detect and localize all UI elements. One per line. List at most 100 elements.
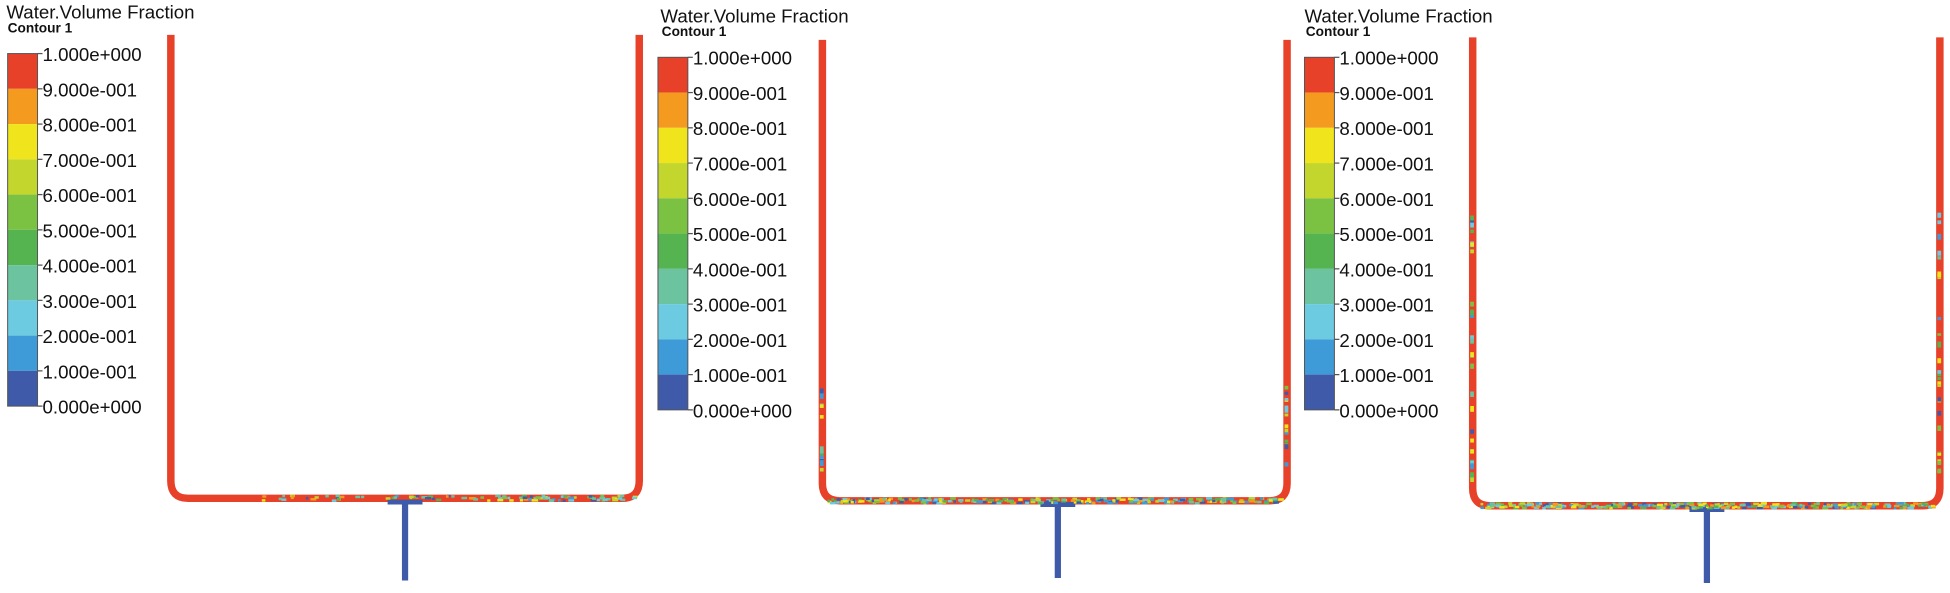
legend-label: 5.000e-001 [43,220,137,241]
mixing-speckle [507,496,511,500]
mixing-speckle [602,498,608,502]
mixing-speckle [1490,502,1495,505]
mixing-speckle [1470,242,1474,247]
mixing-speckle [509,499,514,502]
mixing-speckle [1593,504,1599,508]
mixing-speckle [1095,497,1100,500]
mixing-speckle [1676,503,1681,506]
mixing-speckle [819,404,824,408]
legend-subtitle: Contour 1 [8,20,73,35]
mixing-speckle [408,495,414,499]
mixing-speckle [523,498,529,501]
mixing-speckle [1903,502,1906,505]
mixing-speckle [997,499,1004,503]
legend-band [1304,304,1335,340]
mixing-speckle [1546,505,1552,508]
mixing-speckle [1545,503,1551,506]
mixing-speckle [829,501,836,505]
mixing-speckle [1685,506,1690,510]
mixing-speckle [1841,503,1848,507]
mixing-speckle [1164,497,1170,501]
legend-band [657,198,688,234]
legend-label: 4.000e-001 [1339,259,1433,280]
mixing-speckle [1871,505,1876,509]
mixing-speckle [1602,505,1606,509]
mixing-speckle [1198,499,1202,502]
mixing-speckle [819,449,824,454]
mixing-speckle [1605,504,1611,508]
mixing-speckle [1470,309,1474,316]
mixing-speckle [1189,501,1195,504]
legend-band [7,300,38,336]
mixing-speckle [1284,391,1289,395]
mixing-speckle [1609,506,1613,510]
mixing-speckle [1133,498,1140,502]
mixing-speckle [1747,505,1753,508]
mixing-speckle [1778,505,1784,508]
mixing-speckle [338,495,345,499]
mixing-speckle [921,499,928,502]
mixing-speckle [1793,505,1798,509]
mixing-speckle [1578,505,1584,508]
mixing-speckle [1030,498,1034,501]
mixing-speckle [909,498,912,501]
mixing-speckle [911,499,915,503]
mixing-speckle [445,495,449,498]
mixing-speckle [1643,504,1647,507]
mixing-speckle [1937,461,1942,465]
legend-subtitle: Contour 1 [1306,24,1371,39]
mixing-speckle [1238,500,1245,503]
mixing-speckle [950,497,956,500]
mixing-speckle [1671,505,1676,509]
mixing-speckle [1053,501,1058,505]
mixing-speckle [1557,502,1561,505]
mixing-speckle [1834,506,1840,509]
mixing-speckle [987,500,993,504]
legend-subtitle: Contour 1 [662,24,727,39]
mixing-speckle [424,497,432,500]
mixing-speckle [1918,504,1922,507]
mixing-speckle [1731,506,1736,509]
mixing-speckle [1729,502,1736,506]
mixing-speckle [1753,502,1760,506]
mixing-speckle [1582,505,1588,508]
mixing-speckle [1930,504,1936,508]
mixing-speckle [1194,501,1200,505]
mixing-speckle [939,500,942,503]
mixing-speckle [1937,250,1942,256]
legend-label: 1.000e-001 [43,361,137,382]
legend-title: Water.Volume Fraction [6,2,194,23]
mixing-speckle [1937,397,1942,402]
mixing-speckle [1232,501,1237,505]
mixing-speckle [1723,506,1730,510]
mixing-speckle [1166,500,1171,504]
mixing-speckle [1849,505,1856,509]
mixing-speckle [1209,500,1213,503]
mixing-speckle [1284,462,1289,467]
mixing-speckle [1061,500,1067,503]
mixing-speckle [1498,503,1504,506]
mixing-speckle [1761,505,1765,508]
mixing-speckle [1937,333,1942,336]
mixing-speckle [600,494,605,498]
mixing-speckle [1076,501,1083,504]
mixing-speckle [557,498,561,502]
mixing-speckle [1757,504,1763,508]
mixing-speckle [541,495,546,498]
mixing-speckle [1852,503,1855,506]
mixing-speckle [1272,497,1278,501]
mixing-speckle [1054,497,1059,500]
legend-band [7,194,38,230]
mixing-speckle [1254,500,1258,504]
mixing-speckle [1244,500,1250,504]
legend-band [657,57,688,93]
mixing-speckle [1714,503,1720,506]
mixing-speckle [1913,502,1919,505]
mixing-speckle [605,498,611,501]
legend-band [7,265,38,301]
mixing-speckle [1846,506,1850,510]
mixing-speckle [1142,498,1148,502]
mixing-speckle [335,494,340,498]
mixing-speckle [1937,410,1942,416]
mixing-speckle [1508,504,1515,507]
